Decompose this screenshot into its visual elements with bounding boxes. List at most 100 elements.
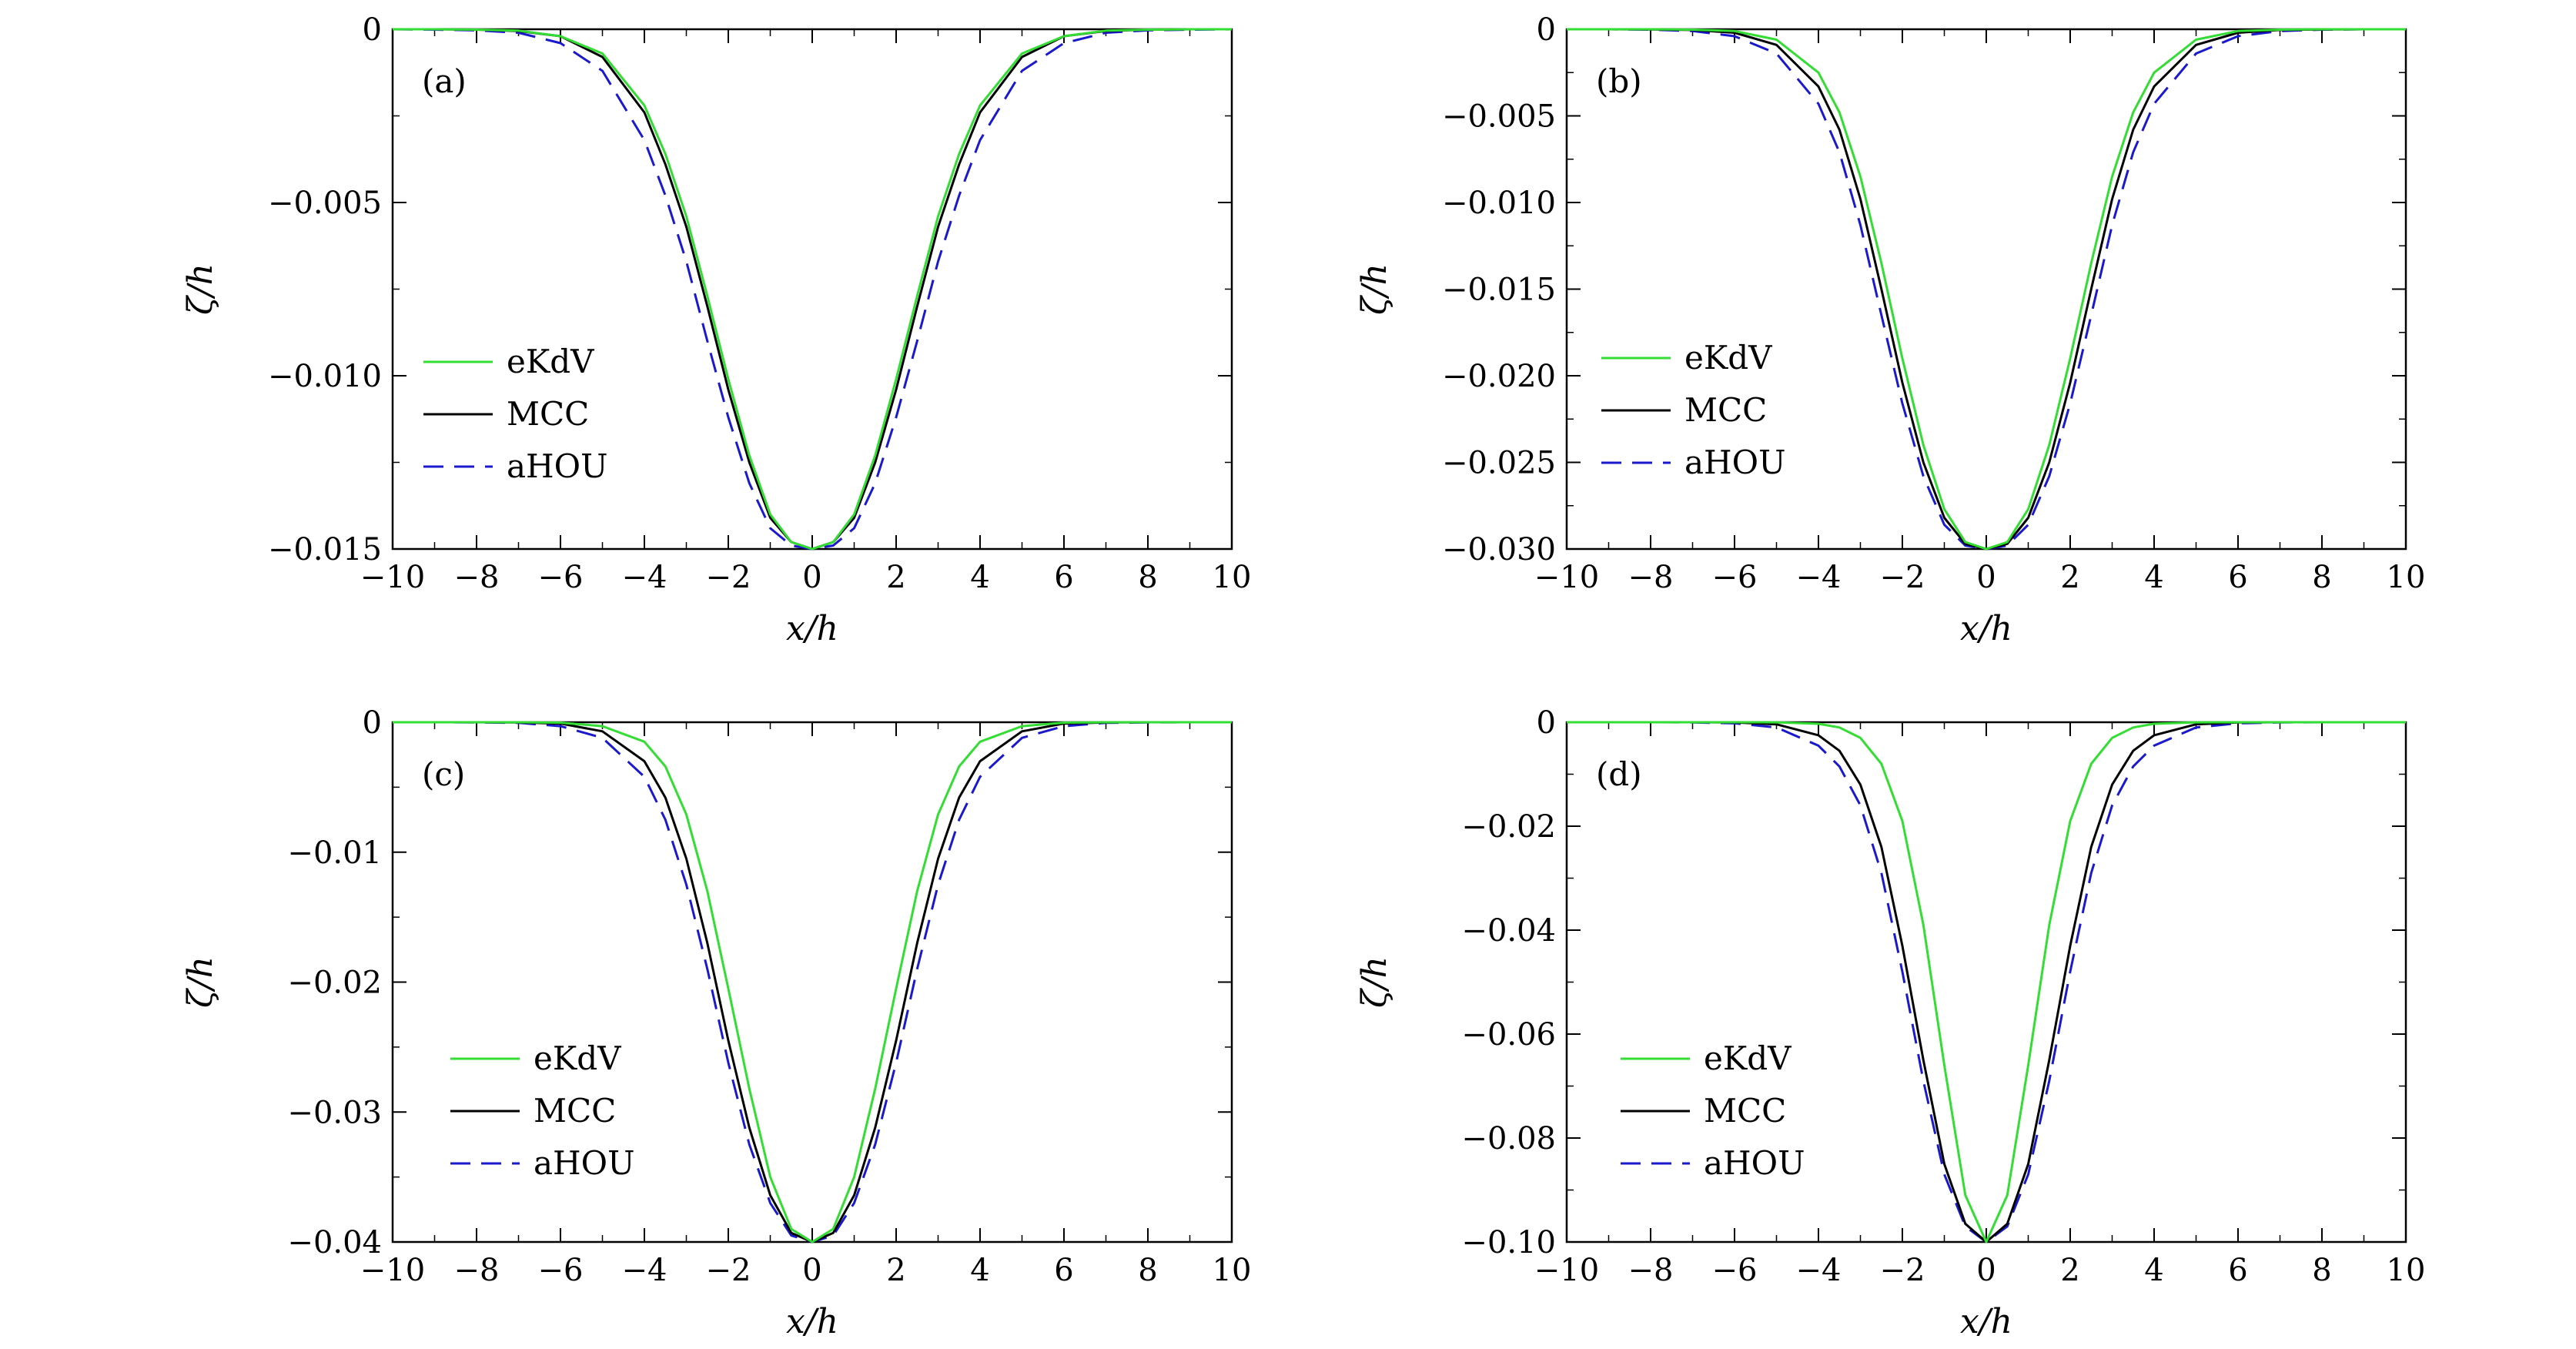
y-axis-label: ζ/h bbox=[1355, 956, 1394, 1008]
x-tick-label: −10 bbox=[360, 560, 425, 595]
y-tick-label: −0.08 bbox=[1461, 1121, 1556, 1157]
x-tick-label: 4 bbox=[2144, 560, 2163, 595]
series-line-ahou bbox=[1567, 721, 2406, 1244]
x-tick-label: 8 bbox=[2312, 1253, 2331, 1288]
chart-panel-3: −10 −8 −6 −4 −2 0 2 4 6 8 10 0 −0.01 −0.02 −0.03 −0.04 x… bbox=[181, 705, 1251, 1341]
legend-label-mcc: MCC bbox=[1684, 391, 1767, 429]
x-tick-label: −2 bbox=[1880, 560, 1925, 595]
x-tick-label: 4 bbox=[970, 1253, 989, 1288]
x-tick-label: 0 bbox=[1976, 560, 1996, 595]
y-tick-label: −0.005 bbox=[268, 186, 382, 221]
x-tick-label: −8 bbox=[1628, 1253, 1674, 1288]
x-tick-label: −8 bbox=[454, 560, 500, 595]
chart-panel-2: −10 −8 −6 −4 −2 0 2 4 6 8 10 0 −0.005 −0.010 −0.015 −0.… bbox=[1355, 12, 2425, 648]
series-line-ekdv bbox=[1567, 28, 2406, 551]
x-tick-label: 2 bbox=[2060, 560, 2079, 595]
y-tick-label: 0 bbox=[1537, 705, 1556, 741]
y-tick-label: −0.02 bbox=[1461, 809, 1556, 845]
x-tick-label: −4 bbox=[1796, 560, 1842, 595]
panel-label: (d) bbox=[1596, 755, 1642, 793]
x-tick-label: 2 bbox=[2060, 1253, 2079, 1288]
x-axis-label: x/h bbox=[1960, 1302, 2012, 1341]
y-tick-label: −0.10 bbox=[1461, 1225, 1556, 1260]
x-tick-label: 6 bbox=[2228, 1253, 2247, 1288]
legend-label-ahou: aHOU bbox=[1704, 1144, 1805, 1182]
x-tick-label: 6 bbox=[1054, 1253, 1073, 1288]
y-tick-label: 0 bbox=[363, 705, 382, 741]
y-tick-label: −0.015 bbox=[1442, 273, 1556, 308]
x-axis-label: x/h bbox=[1960, 609, 2012, 648]
y-axis-label: ζ/h bbox=[1355, 263, 1394, 315]
x-tick-label: 4 bbox=[2144, 1253, 2163, 1288]
y-tick-label: −0.010 bbox=[268, 359, 382, 394]
y-tick-label: −0.06 bbox=[1461, 1017, 1556, 1053]
panel-label: (b) bbox=[1596, 62, 1642, 100]
x-tick-label: 0 bbox=[1976, 1253, 1996, 1288]
x-tick-label: −10 bbox=[1534, 560, 1599, 595]
x-tick-label: −8 bbox=[454, 1253, 500, 1288]
y-tick-label: −0.015 bbox=[268, 532, 382, 567]
x-tick-label: −2 bbox=[706, 560, 751, 595]
y-tick-label: −0.04 bbox=[287, 1225, 382, 1260]
x-tick-label: 10 bbox=[2387, 1253, 2426, 1288]
series-line-ekdv bbox=[393, 721, 1232, 1244]
legend-label-ekdv: eKdV bbox=[507, 343, 594, 380]
x-tick-label: −10 bbox=[360, 1253, 425, 1288]
y-tick-label: 0 bbox=[363, 12, 382, 48]
panel-label: (a) bbox=[422, 62, 467, 100]
legend-label-ekdv: eKdV bbox=[534, 1039, 621, 1077]
y-tick-label: −0.025 bbox=[1442, 446, 1556, 481]
series-line-mcc bbox=[1567, 721, 2406, 1244]
y-tick-label: −0.030 bbox=[1442, 532, 1556, 567]
chart-panel-4: −10 −8 −6 −4 −2 0 2 4 6 8 10 0 −0.02 −0.04 −0.06 −0.08 −… bbox=[1355, 705, 2425, 1341]
series-line-ekdv bbox=[1567, 721, 2406, 1244]
y-tick-label: −0.005 bbox=[1442, 99, 1556, 135]
x-tick-label: 2 bbox=[886, 1253, 905, 1288]
x-tick-label: 8 bbox=[2312, 560, 2331, 595]
panel-label: (c) bbox=[422, 755, 465, 793]
x-tick-label: 2 bbox=[886, 560, 905, 595]
y-tick-label: −0.02 bbox=[287, 966, 382, 1001]
x-tick-label: 6 bbox=[2228, 560, 2247, 595]
legend-label-mcc: MCC bbox=[507, 395, 589, 433]
y-axis-label: ζ/h bbox=[181, 263, 220, 315]
legend-label-mcc: MCC bbox=[1704, 1092, 1786, 1130]
x-tick-label: −4 bbox=[1796, 1253, 1842, 1288]
legend-label-ahou: aHOU bbox=[534, 1144, 635, 1182]
x-axis-label: x/h bbox=[786, 609, 838, 648]
x-tick-label: 0 bbox=[802, 560, 821, 595]
legend-label-ekdv: eKdV bbox=[1684, 339, 1772, 377]
x-tick-label: −6 bbox=[538, 560, 584, 595]
y-tick-label: −0.01 bbox=[287, 835, 382, 871]
series-line-ekdv bbox=[393, 28, 1232, 551]
y-tick-label: −0.020 bbox=[1442, 359, 1556, 394]
legend-label-ahou: aHOU bbox=[507, 447, 608, 485]
y-tick-label: −0.04 bbox=[1461, 913, 1556, 949]
x-tick-label: 4 bbox=[970, 560, 989, 595]
x-tick-label: 10 bbox=[2387, 560, 2426, 595]
legend-label-mcc: MCC bbox=[534, 1092, 616, 1130]
legend-label-ekdv: eKdV bbox=[1704, 1039, 1791, 1077]
y-tick-label: −0.010 bbox=[1442, 186, 1556, 221]
x-tick-label: −4 bbox=[622, 1253, 667, 1288]
x-tick-label: 10 bbox=[1213, 560, 1252, 595]
x-axis-label: x/h bbox=[786, 1302, 838, 1341]
x-tick-label: 8 bbox=[1138, 1253, 1157, 1288]
x-tick-label: −6 bbox=[1712, 560, 1758, 595]
x-tick-label: −6 bbox=[1712, 1253, 1758, 1288]
x-tick-label: −2 bbox=[706, 1253, 751, 1288]
y-tick-label: −0.03 bbox=[287, 1095, 382, 1130]
x-tick-label: −8 bbox=[1628, 560, 1674, 595]
y-tick-label: 0 bbox=[1537, 12, 1556, 48]
x-tick-label: 6 bbox=[1054, 560, 1073, 595]
legend-label-ahou: aHOU bbox=[1684, 444, 1786, 481]
y-axis-label: ζ/h bbox=[181, 956, 220, 1008]
x-tick-label: 10 bbox=[1213, 1253, 1252, 1288]
x-tick-label: 8 bbox=[1138, 560, 1157, 595]
x-tick-label: −4 bbox=[622, 560, 667, 595]
x-tick-label: −2 bbox=[1880, 1253, 1925, 1288]
x-tick-label: −10 bbox=[1534, 1253, 1599, 1288]
x-tick-label: −6 bbox=[538, 1253, 584, 1288]
plot-frame bbox=[1565, 721, 2407, 1244]
